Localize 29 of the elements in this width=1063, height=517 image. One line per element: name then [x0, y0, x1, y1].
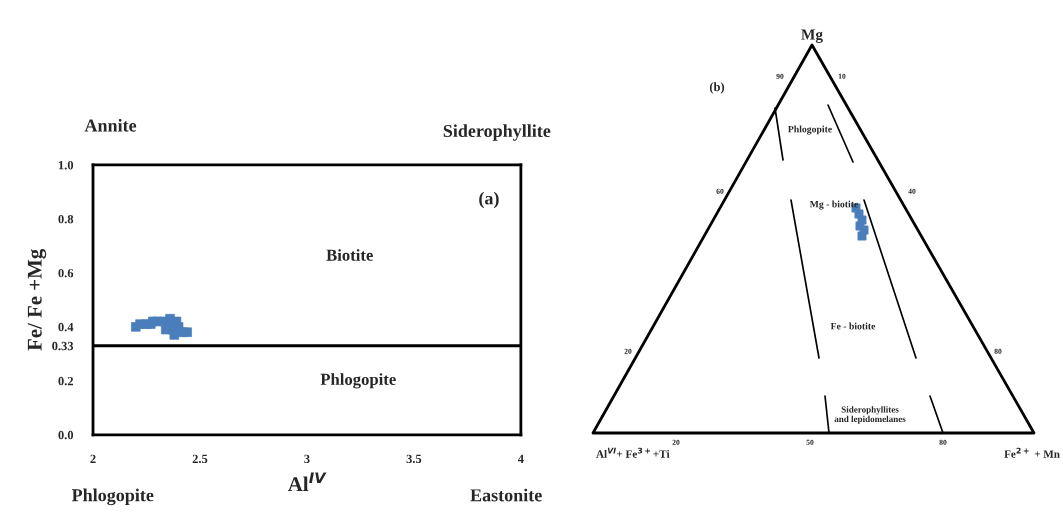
text: Al$^{VI}$+ Fe$^{3+}$+Ti [596, 447, 670, 458]
text: Fe - biotite [830, 322, 876, 330]
x-tick-label: 3 [304, 454, 310, 464]
annotation: Phlogopite [320, 373, 396, 389]
text: (b) [709, 82, 725, 94]
y-tick-label: 0.0 [58, 430, 74, 440]
y-tick-label: 0.4 [58, 322, 74, 332]
annotation: (a) [479, 191, 499, 209]
y-axis-title: Fe/ Fe +Mg [27, 249, 47, 351]
y-tick-label: 0.8 [58, 214, 74, 224]
x-tick-label: 2.5 [192, 454, 208, 464]
text: Fe$^{2+}$ + Mn [1004, 447, 1060, 458]
y-tick-label: 0.2 [58, 376, 74, 386]
y-tick-label: 0.33 [52, 341, 74, 351]
text: Mg - biotite [809, 200, 859, 210]
x-tick-label: 2 [90, 454, 96, 463]
text: Annite [84, 118, 137, 132]
text: Phlogopite [788, 125, 832, 135]
annotation: Biotite [326, 249, 373, 261]
x-tick-label: 3.5 [406, 454, 422, 464]
text: Phlogopite [71, 488, 154, 506]
text: Siderophyllites and lepidomelanes [834, 406, 906, 424]
x-axis-title: Al$^{IV}$ [287, 472, 327, 491]
x-tick-label: 4 [517, 454, 524, 463]
text: Siderophyllite [443, 124, 551, 141]
y-tick-label: 1.0 [58, 160, 74, 170]
y-tick-label: 0.6 [58, 268, 74, 278]
text: Eastonite [470, 488, 542, 502]
text: Mg [801, 29, 823, 43]
